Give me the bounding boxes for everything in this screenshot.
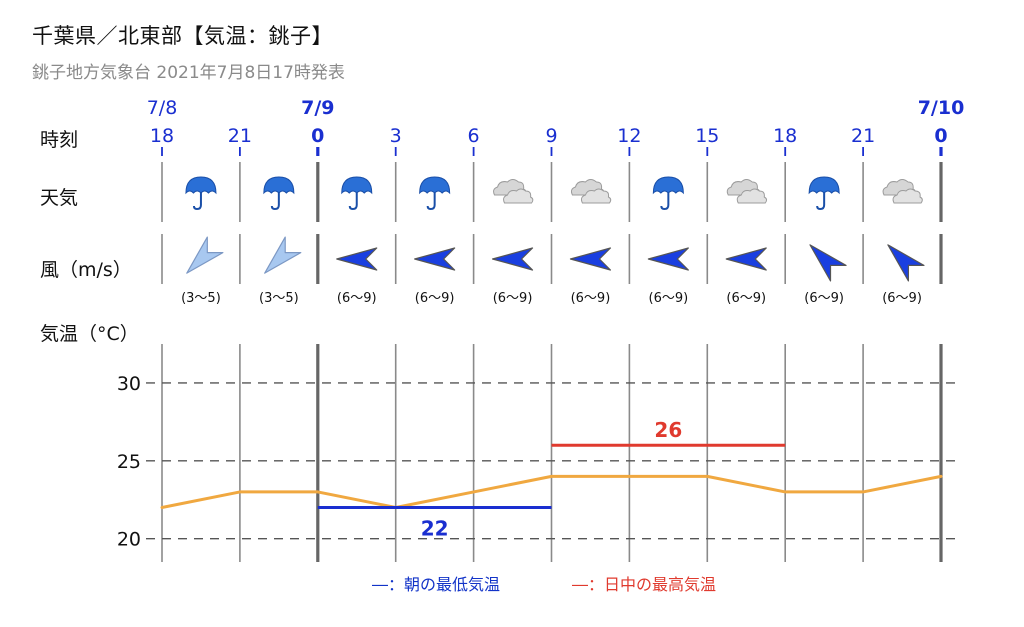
wind-arrow-icon xyxy=(186,236,224,274)
wind-speed-range: (6～9) xyxy=(882,291,922,306)
hour-label: 18 xyxy=(150,125,174,147)
wind-arrow-icon xyxy=(887,244,925,282)
hour-label: 18 xyxy=(773,125,797,147)
page-title: 千葉県／北東部【気温：銚子】 xyxy=(32,24,333,48)
umbrella-icon xyxy=(185,176,217,211)
hour-label: 0 xyxy=(311,125,324,147)
hour-label: 6 xyxy=(468,125,480,147)
wind-arrow-icon xyxy=(414,247,456,271)
cloud-icon xyxy=(570,179,612,204)
max-temp-label: 26 xyxy=(654,418,682,442)
umbrella-icon xyxy=(419,176,451,211)
umbrella-icon xyxy=(263,176,295,211)
wind-arrow-icon xyxy=(725,247,767,271)
wind-speed-range: (6～9) xyxy=(804,291,844,306)
wind-arrow-icon xyxy=(491,247,534,271)
wind-arrow-icon xyxy=(336,247,378,271)
wind-speed-range: (6～9) xyxy=(415,291,455,306)
wind-speed-range: (3～5) xyxy=(181,291,221,306)
wind-arrow-icon xyxy=(809,244,847,282)
hour-label: 12 xyxy=(617,125,641,147)
cloud-icon xyxy=(726,179,768,204)
hour-label: 0 xyxy=(934,125,947,147)
wind-speed-range: (6～9) xyxy=(726,291,766,306)
hour-label: 21 xyxy=(851,125,875,147)
cloud-icon xyxy=(882,179,923,204)
wind-arrow-icon xyxy=(647,247,689,271)
hour-label: 15 xyxy=(695,125,719,147)
temp-y-tick-label: 20 xyxy=(117,529,141,551)
hour-label: 3 xyxy=(390,125,402,147)
legend-max-temp: ―：日中の最高気温 xyxy=(572,575,717,594)
wind-speed-range: (6～9) xyxy=(649,291,689,306)
temp-y-tick-label: 25 xyxy=(117,451,141,473)
umbrella-icon xyxy=(341,176,373,211)
wind-speed-range: (6～9) xyxy=(337,291,377,306)
row-label-wind: 風（m/s） xyxy=(40,259,132,281)
temperature-line xyxy=(160,474,943,509)
wind-arrow-icon xyxy=(264,236,302,274)
temp-y-tick-label: 30 xyxy=(117,373,141,395)
row-label-temp: 気温（°C） xyxy=(40,323,139,345)
date-label: 7/9 xyxy=(301,97,334,119)
umbrella-icon xyxy=(652,176,684,211)
wind-speed-range: (3～5) xyxy=(259,291,299,306)
row-label-time: 時刻 xyxy=(40,129,78,151)
wind-speed-range: (6～9) xyxy=(571,291,611,306)
row-label-weather: 天気 xyxy=(40,187,78,209)
hour-label: 21 xyxy=(228,125,252,147)
cloud-icon xyxy=(493,179,534,204)
umbrella-icon xyxy=(808,176,840,211)
date-label: 7/10 xyxy=(918,97,965,119)
legend-min-temp: ―：朝の最低気温 xyxy=(372,575,501,594)
min-temp-label: 22 xyxy=(421,517,449,541)
wind-speed-range: (6～9) xyxy=(493,291,533,306)
issuer-subtitle: 銚子地方気象台 2021年7月8日17時発表 xyxy=(32,63,345,83)
date-label: 7/8 xyxy=(147,97,178,119)
wind-arrow-icon xyxy=(569,247,612,271)
hour-label: 9 xyxy=(545,125,557,147)
